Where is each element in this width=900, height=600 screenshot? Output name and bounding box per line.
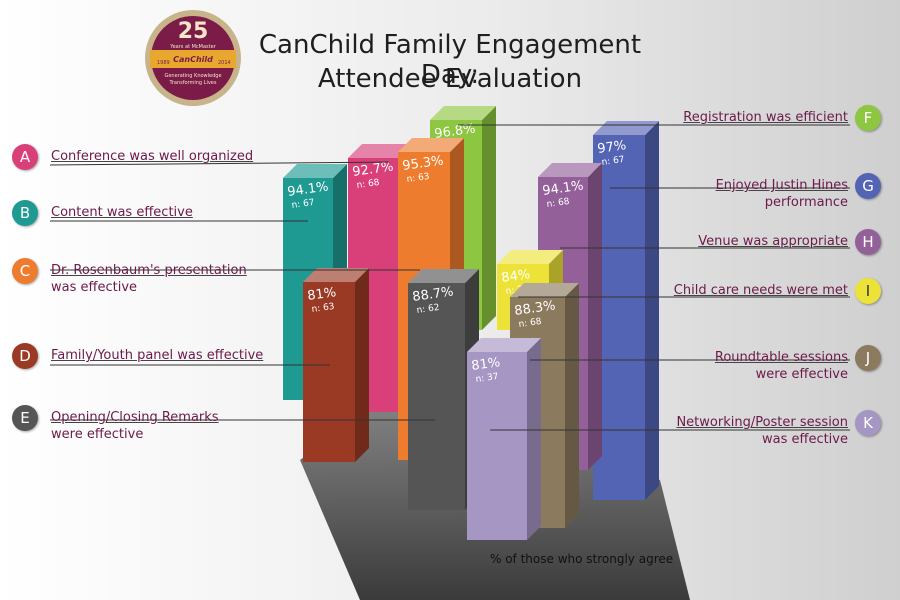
bar-n-label-j: n: 68 — [518, 317, 542, 330]
bar-value-label-k: 81% — [470, 355, 501, 374]
bar-front-k — [467, 352, 527, 540]
bar-value-label-b: 94.1% — [286, 179, 329, 200]
statement-label-d: Family/Youth panel was effective — [51, 347, 263, 364]
statement-label-a: Conference was well organized — [51, 148, 253, 165]
statement-label-b: Content was effective — [51, 204, 193, 221]
statement-text-line-2: was effective — [51, 280, 138, 295]
statement-label-i: Child care needs were met — [674, 282, 848, 299]
statement-badge-a: A — [12, 144, 38, 170]
bar-n-label-a: n: 68 — [356, 178, 380, 191]
statement-badge-h: H — [855, 229, 881, 255]
bar-d: 81%n: 63 — [303, 268, 369, 462]
bar-value-label-i: 84% — [500, 267, 531, 286]
bar-side-f — [482, 106, 496, 330]
bar-value-label-a: 92.7% — [351, 159, 394, 180]
statement-text-line-2: performance — [764, 195, 848, 210]
bar-front-d — [303, 282, 355, 462]
bar-value-label-h: 94.1% — [541, 178, 584, 199]
statement-text-line-1: Roundtable sessions — [714, 350, 848, 365]
bar-value-label-j: 88.3% — [513, 298, 556, 319]
statement-text-line-1: Content was effective — [51, 205, 193, 220]
bar-value-label-f: 96.8% — [433, 121, 476, 142]
bar-n-label-d: n: 63 — [311, 302, 335, 315]
statement-label-e: Opening/Closing Remarks were effective — [51, 409, 219, 443]
bar-value-label-d: 81% — [306, 285, 337, 304]
statement-label-c: Dr. Rosenbaum's presentation was effectiv… — [51, 262, 247, 296]
bar-value-label-c: 95.3% — [401, 153, 444, 174]
statement-badge-e: E — [12, 405, 38, 431]
bar-n-label-h: n: 68 — [546, 197, 570, 210]
logo-tagline-1: Generating Knowledge — [164, 73, 221, 79]
statement-label-f: Registration was efficient — [683, 109, 848, 126]
statement-text-line-2: were effective — [51, 427, 144, 442]
chart-title-line-2: Attendee Evaluation — [317, 64, 583, 94]
statement-badge-d: D — [12, 343, 38, 369]
leader-lines — [49, 124, 850, 431]
logo-end-year: 2014 — [218, 60, 231, 66]
statement-text-line-1: Networking/Poster session — [676, 415, 848, 430]
bar-top-j — [510, 283, 579, 297]
statement-badge-i: I — [855, 278, 881, 304]
logo-number: 25 — [178, 19, 209, 44]
statement-text-line-1: Family/Youth panel was effective — [51, 348, 264, 363]
bar-top-e — [408, 269, 479, 283]
bar-top-d — [303, 268, 369, 282]
bar-n-label-c: n: 63 — [406, 172, 430, 185]
bar-value-label-g: 97% — [596, 138, 627, 157]
bar-top-a — [348, 144, 414, 158]
chart-title-line-1: CanChild Family Engagement Day: — [258, 30, 642, 90]
bar-top-h — [538, 163, 602, 177]
bar-side-g — [645, 121, 659, 500]
statement-badge-b: B — [12, 200, 38, 226]
bar-value-label-e: 88.7% — [411, 284, 454, 305]
statement-text-line-2: was effective — [761, 432, 848, 447]
statement-label-k: Networking/Poster session was effective — [676, 414, 848, 448]
bar-top-i — [497, 250, 563, 264]
statement-text-line-1: Registration was efficient — [683, 110, 848, 125]
logo-tagline-2: Transforming Lives — [168, 80, 216, 86]
statement-text-line-1: Opening/Closing Remarks — [51, 410, 219, 425]
statement-text-line-1: Conference was well organized — [51, 149, 254, 164]
statement-badge-c: C — [12, 258, 38, 284]
bar-n-label-k: n: 37 — [475, 372, 499, 385]
bar-top-k — [467, 338, 541, 352]
statement-label-j: Roundtable sessions were effective — [715, 349, 848, 383]
logo-years: Years at McMaster — [169, 44, 216, 50]
bar-side-d — [355, 268, 369, 462]
logo-start-year: 1989 — [157, 60, 170, 66]
logo-seal: 25 Years at McMaster CanChild 1989 2014 … — [145, 10, 241, 106]
statement-text-line-2: were effective — [755, 367, 848, 382]
statement-text-line-1: Venue was appropriate — [698, 234, 848, 249]
bar-front-e — [408, 283, 465, 510]
bar-n-label-e: n: 62 — [416, 303, 440, 316]
leader-line-a — [49, 161, 391, 166]
statement-badge-f: F — [855, 105, 881, 131]
statement-text-line-1: Dr. Rosenbaum's presentation — [51, 263, 247, 278]
bar-side-j — [565, 283, 579, 528]
footnote: % of those who strongly agree — [490, 552, 674, 566]
statement-text-line-1: Child care needs were met — [673, 283, 848, 298]
logo-brand: CanChild — [173, 55, 213, 64]
bar-top-f — [430, 106, 496, 120]
statement-badge-g: G — [855, 173, 881, 199]
statement-text-line-1: Enjoyed Justin Hines — [715, 178, 848, 193]
bar-k: 81%n: 37 — [467, 338, 541, 540]
statement-badge-j: J — [855, 345, 881, 371]
statement-label-h: Venue was appropriate — [698, 233, 848, 250]
bar-side-k — [527, 338, 541, 540]
bar-n-label-g: n: 67 — [601, 155, 625, 168]
statement-label-g: Enjoyed Justin Hines performance — [716, 177, 848, 211]
statement-badge-k: K — [855, 410, 881, 436]
bar-n-label-b: n: 67 — [291, 198, 315, 211]
bar-top-c — [398, 138, 464, 152]
bar-g: 97%n: 67 — [593, 121, 659, 500]
bar-side-h — [588, 163, 602, 470]
bar-top-b — [283, 164, 347, 178]
